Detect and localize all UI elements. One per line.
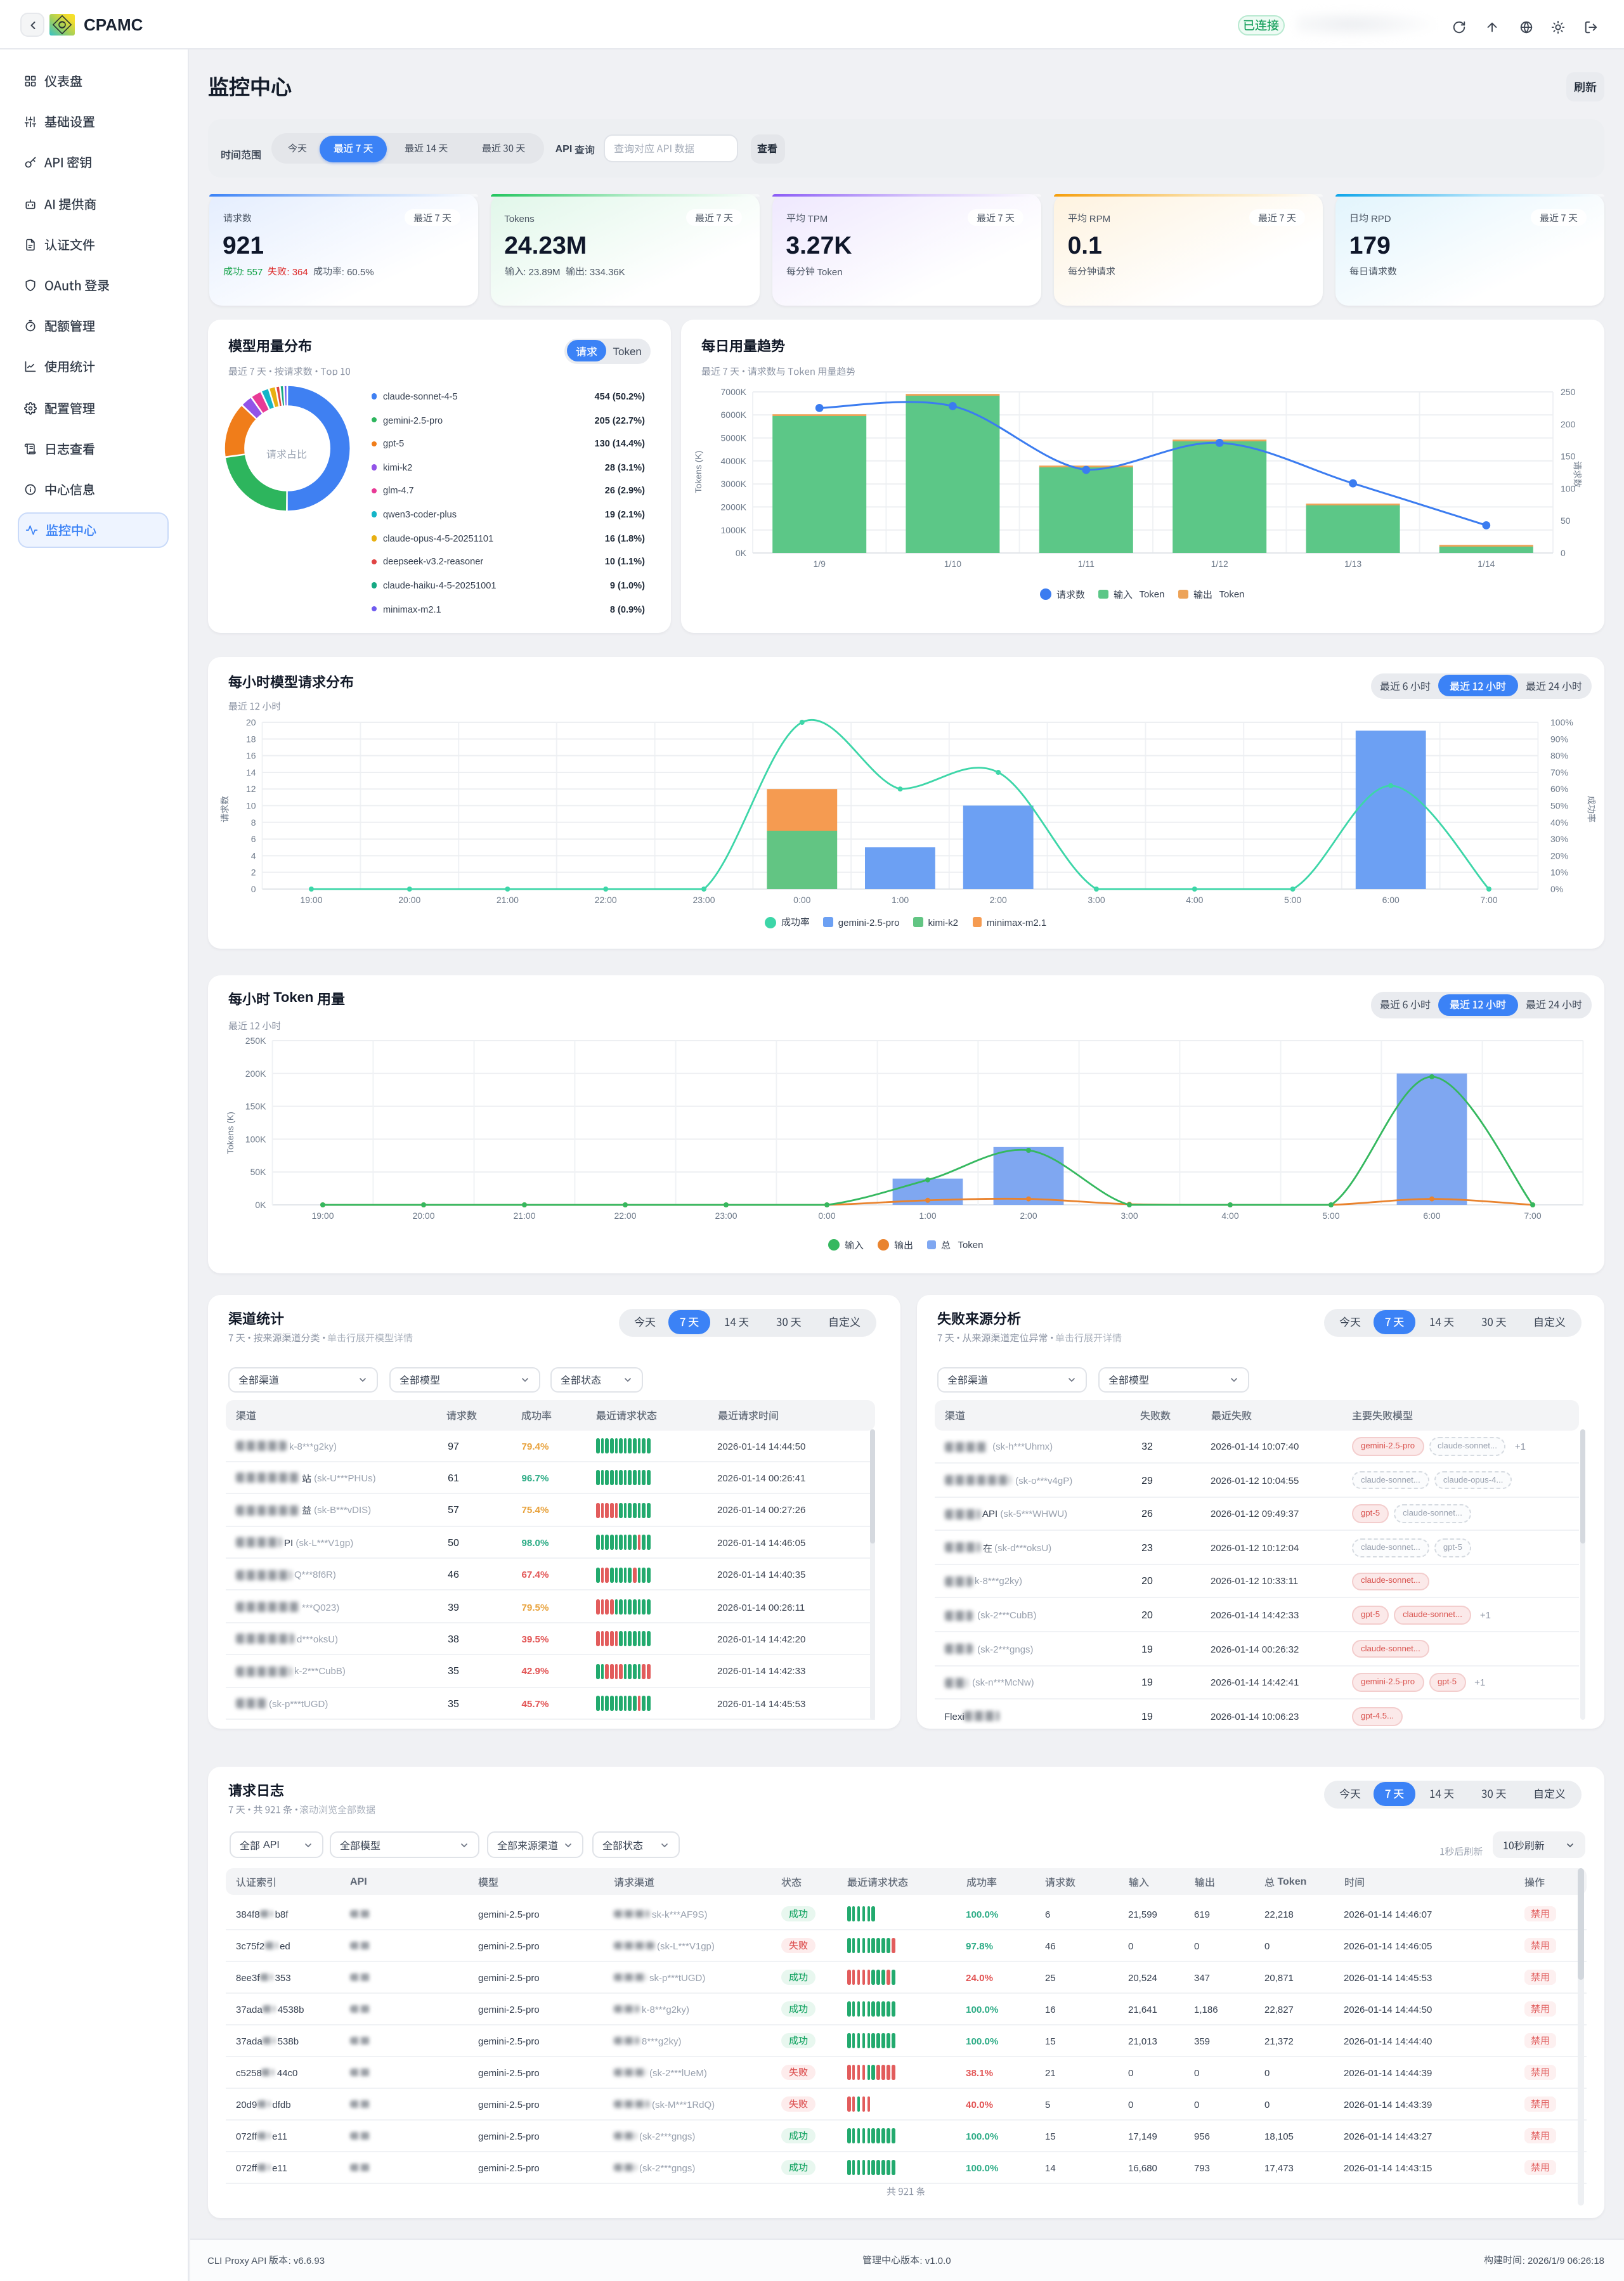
svg-text:1:00: 1:00: [891, 894, 908, 904]
svg-text:0K: 0K: [254, 1200, 266, 1210]
svg-text:0K: 0K: [735, 548, 746, 558]
svg-text:7:00: 7:00: [1523, 1211, 1540, 1221]
svg-text:90%: 90%: [1550, 733, 1568, 743]
svg-text:2:00: 2:00: [1019, 1211, 1036, 1221]
svg-text:4:00: 4:00: [1185, 894, 1202, 904]
svg-text:50K: 50K: [250, 1167, 266, 1177]
svg-text:70%: 70%: [1550, 767, 1568, 777]
svg-text:30%: 30%: [1550, 833, 1568, 843]
svg-text:Tokens (K): Tokens (K): [692, 451, 703, 493]
svg-text:21:00: 21:00: [512, 1211, 535, 1221]
svg-text:1/9: 1/9: [812, 559, 825, 569]
svg-text:1/14: 1/14: [1477, 559, 1494, 569]
svg-text:12: 12: [245, 783, 256, 793]
svg-text:20:00: 20:00: [412, 1211, 434, 1221]
svg-text:60%: 60%: [1550, 783, 1568, 793]
svg-text:16: 16: [245, 750, 256, 760]
svg-text:0: 0: [250, 883, 256, 894]
svg-text:1/13: 1/13: [1344, 559, 1361, 569]
svg-text:3000K: 3000K: [720, 479, 746, 489]
svg-text:20:00: 20:00: [398, 894, 420, 904]
svg-text:50%: 50%: [1550, 800, 1568, 810]
svg-text:200: 200: [1560, 419, 1575, 429]
svg-text:3:00: 3:00: [1087, 894, 1104, 904]
svg-text:23:00: 23:00: [692, 894, 714, 904]
svg-text:19:00: 19:00: [299, 894, 322, 904]
svg-text:250K: 250K: [245, 1036, 266, 1046]
svg-text:1/12: 1/12: [1211, 559, 1228, 569]
svg-text:23:00: 23:00: [714, 1211, 736, 1221]
svg-text:5:00: 5:00: [1283, 894, 1301, 904]
svg-text:7:00: 7:00: [1479, 894, 1497, 904]
svg-text:18: 18: [245, 733, 256, 743]
svg-text:150: 150: [1560, 452, 1575, 462]
svg-text:2000K: 2000K: [720, 502, 746, 512]
svg-text:2: 2: [250, 867, 256, 877]
svg-text:4000K: 4000K: [720, 456, 746, 466]
svg-text:4: 4: [250, 850, 256, 860]
svg-text:100K: 100K: [245, 1134, 266, 1144]
svg-text:3:00: 3:00: [1120, 1211, 1137, 1221]
svg-text:80%: 80%: [1550, 750, 1568, 760]
svg-text:100: 100: [1560, 483, 1575, 493]
svg-text:150K: 150K: [245, 1102, 266, 1112]
svg-text:20: 20: [245, 717, 256, 727]
svg-text:50: 50: [1560, 516, 1570, 526]
svg-text:0: 0: [1560, 548, 1565, 558]
svg-text:200K: 200K: [245, 1069, 266, 1079]
svg-text:2:00: 2:00: [989, 894, 1006, 904]
svg-text:1:00: 1:00: [918, 1211, 935, 1221]
svg-text:21:00: 21:00: [496, 894, 518, 904]
svg-text:0:00: 0:00: [817, 1211, 835, 1221]
svg-text:1/11: 1/11: [1077, 559, 1094, 569]
svg-text:40%: 40%: [1550, 817, 1568, 827]
svg-text:22:00: 22:00: [613, 1211, 635, 1221]
svg-text:4:00: 4:00: [1221, 1211, 1238, 1221]
svg-text:1000K: 1000K: [720, 525, 746, 535]
svg-text:22:00: 22:00: [594, 894, 616, 904]
svg-text:5:00: 5:00: [1322, 1211, 1339, 1221]
svg-text:6: 6: [250, 833, 256, 843]
svg-text:10%: 10%: [1550, 867, 1568, 877]
svg-text:7000K: 7000K: [720, 387, 746, 397]
svg-text:250: 250: [1560, 387, 1575, 397]
svg-text:19:00: 19:00: [311, 1211, 333, 1221]
svg-text:5000K: 5000K: [720, 433, 746, 443]
svg-text:20%: 20%: [1550, 850, 1568, 860]
svg-text:0%: 0%: [1550, 883, 1562, 894]
svg-text:6:00: 6:00: [1382, 894, 1399, 904]
svg-text:6:00: 6:00: [1422, 1211, 1439, 1221]
svg-text:1/10: 1/10: [944, 559, 961, 569]
svg-text:10: 10: [245, 800, 256, 810]
svg-text:0:00: 0:00: [793, 894, 810, 904]
svg-text:6000K: 6000K: [720, 410, 746, 420]
svg-text:14: 14: [245, 767, 256, 777]
svg-text:8: 8: [250, 817, 256, 827]
svg-text:100%: 100%: [1550, 717, 1573, 727]
